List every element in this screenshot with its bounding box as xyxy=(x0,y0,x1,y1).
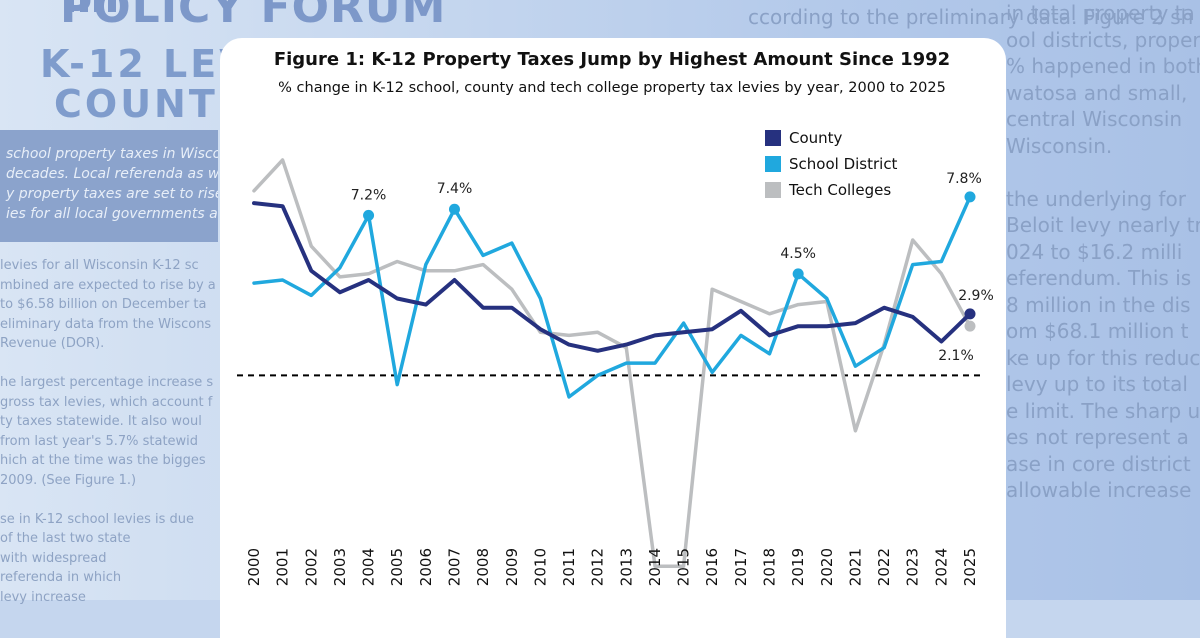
x-tick-label: 2012 xyxy=(589,548,607,586)
x-tick-label: 2008 xyxy=(474,548,492,586)
article-text-line: school property taxes in Wiscons xyxy=(6,146,218,162)
series-line-county xyxy=(252,201,972,353)
annotation-marker xyxy=(448,203,460,215)
x-tick-label: 2017 xyxy=(732,548,750,586)
article-text-line: ke up for this reduc xyxy=(1006,345,1200,370)
x-tick-label: 2025 xyxy=(961,548,979,586)
data-label: 2.9% xyxy=(958,288,994,304)
article-text-line: Revenue (DOR). xyxy=(0,336,105,351)
x-tick-label: 2014 xyxy=(646,548,664,586)
article-text-line: levy up to its total xyxy=(1006,372,1188,396)
article-text-line: the underlying for xyxy=(1006,186,1186,211)
x-tick-label: 2004 xyxy=(360,548,378,586)
article-body-right: in total property ta ool districts, prope… xyxy=(1006,0,1200,600)
article-body-left: levies for all Wisconsin K-12 sc mbined a… xyxy=(0,256,218,607)
legend-swatch xyxy=(765,182,781,198)
series-line-school-district xyxy=(252,195,972,399)
article-text-line: e limit. The sharp u xyxy=(1006,398,1200,423)
data-label: 7.4% xyxy=(437,181,473,197)
chart-title: Figure 1: K-12 Property Taxes Jump by Hi… xyxy=(274,49,950,70)
x-tick-label: 2015 xyxy=(675,548,693,586)
x-tick-label: 2024 xyxy=(932,548,950,586)
article-text-line: to $6.58 billion on December ta xyxy=(0,297,207,312)
data-label: 4.5% xyxy=(780,246,816,262)
x-tick-label: 2000 xyxy=(245,548,263,586)
article-text-line: eliminary data from the Wiscons xyxy=(0,316,212,332)
article-text-line: es not represent a xyxy=(1006,425,1189,449)
article-text-line: eferendum. This is xyxy=(1006,266,1192,290)
x-tick-label: 2005 xyxy=(388,548,406,586)
data-label: 2.1% xyxy=(938,348,974,364)
article-summary-band: school property taxes in Wiscons decades.… xyxy=(0,130,218,242)
x-tick-label: 2003 xyxy=(331,548,349,586)
article-text-line: ty taxes statewide. It also woul xyxy=(0,414,202,429)
x-tick-label: 2009 xyxy=(503,548,521,586)
x-tick-label: 2010 xyxy=(531,548,549,586)
article-text-line: with widespread xyxy=(0,550,107,566)
legend-swatch xyxy=(765,130,781,146)
article-text-line: in total property ta xyxy=(1006,1,1195,25)
article-text-line: ies for all local governments ar xyxy=(6,206,218,222)
article-text-line: central Wisconsin xyxy=(1006,107,1183,131)
x-tick-label: 2022 xyxy=(875,548,893,586)
article-text-line: from last year's 5.7% statewid xyxy=(0,433,199,449)
article-text-line: Beloit levy nearly tr xyxy=(1006,213,1200,237)
legend-label: Tech Colleges xyxy=(788,181,891,199)
article-text-line: watosa and small, xyxy=(1006,80,1188,105)
annotation-marker xyxy=(964,320,976,332)
article-text-line: gross tax levies, which account f xyxy=(0,394,213,410)
x-tick-label: 2002 xyxy=(302,548,320,586)
article-text-line: se in K-12 school levies is due xyxy=(0,511,195,527)
x-tick-label: 2018 xyxy=(761,548,779,586)
legend-label: School District xyxy=(789,155,898,173)
annotation-marker xyxy=(964,308,976,320)
x-tick-label: 2020 xyxy=(818,548,836,586)
figure-1-chart: Figure 1: K-12 Property Taxes Jump by Hi… xyxy=(237,49,994,586)
x-tick-label: 2011 xyxy=(560,548,578,586)
x-tick-label: 2013 xyxy=(617,548,635,586)
annotation-marker xyxy=(363,209,375,221)
article-text-line: allowable increase xyxy=(1006,478,1192,502)
chart-subtitle: % change in K-12 school, county and tech… xyxy=(278,80,946,96)
annotation-marker xyxy=(964,191,976,203)
article-text-line: 8 million in the dis xyxy=(1006,292,1191,317)
x-tick-label: 2021 xyxy=(846,548,864,586)
article-text-line: ool districts, proper xyxy=(1006,27,1200,52)
x-tick-label: 2006 xyxy=(417,548,435,586)
article-text-line: decades. Local referenda as wel xyxy=(6,166,218,182)
article-text-line: Wisconsin. xyxy=(1006,133,1113,158)
data-label: 7.2% xyxy=(351,187,387,203)
article-right-top-line: ccording to the preliminary data. Figure… xyxy=(748,5,1194,29)
article-text-line: y property taxes are set to rise 2 xyxy=(6,186,218,202)
article-text-line: referenda in which xyxy=(0,570,122,585)
article-text-line: 024 to $16.2 milli xyxy=(1006,239,1183,264)
article-text-line: mbined are expected to rise by a xyxy=(0,277,216,293)
series-line-tech-colleges xyxy=(252,158,972,568)
article-text-line: levies for all Wisconsin K-12 sc xyxy=(0,258,199,273)
article-text-line: 2009. (See Figure 1.) xyxy=(0,472,137,488)
legend-label: County xyxy=(789,129,843,147)
x-tick-label: 2016 xyxy=(703,548,721,586)
article-text-line: ase in core district xyxy=(1006,451,1191,476)
policy-forum-logo-icon xyxy=(66,0,126,12)
brand-name: POLICY FORUM xyxy=(60,0,447,33)
data-label: 7.8% xyxy=(946,171,982,187)
x-tick-label: 2007 xyxy=(445,548,463,586)
article-text-line: % happened in both xyxy=(1006,54,1200,78)
legend-swatch xyxy=(765,156,781,172)
x-tick-label: 2001 xyxy=(274,548,292,586)
figure-card xyxy=(220,38,1006,638)
article-text-line: hich at the time was the bigges xyxy=(0,453,206,468)
article-text-line: om $68.1 million t xyxy=(1006,319,1189,343)
article-text-line: he largest percentage increase s xyxy=(0,375,214,390)
annotation-marker xyxy=(792,268,804,280)
x-tick-label: 2019 xyxy=(789,548,807,586)
x-tick-label: 2023 xyxy=(904,548,922,586)
article-text-line: of the last two state xyxy=(0,531,131,546)
